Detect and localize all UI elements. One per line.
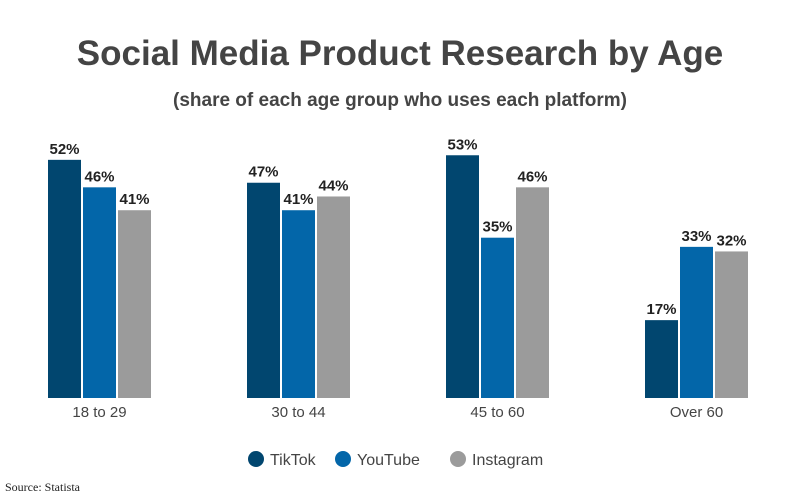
legend-marker-tiktok xyxy=(248,451,264,467)
data-label: 52% xyxy=(49,141,79,158)
data-label: 33% xyxy=(681,228,711,245)
bar-instagram xyxy=(715,251,748,398)
bar-tiktok xyxy=(446,155,479,398)
legend-marker-instagram xyxy=(450,451,466,467)
x-tick-label: 30 to 44 xyxy=(271,404,325,421)
data-label: 47% xyxy=(248,164,278,181)
legend-label: Instagram xyxy=(472,452,543,469)
bar-youtube xyxy=(680,246,713,398)
data-label: 17% xyxy=(646,301,676,318)
chart-title: Social Media Product Research by Age xyxy=(76,34,724,73)
data-label: 53% xyxy=(447,136,477,153)
legend-label: TikTok xyxy=(270,452,317,469)
bar-tiktok xyxy=(645,320,678,398)
data-label: 44% xyxy=(318,177,348,194)
legend-label: YouTube xyxy=(357,452,420,469)
data-label: 46% xyxy=(517,168,547,185)
data-label: 41% xyxy=(283,191,313,208)
data-label: 32% xyxy=(716,232,746,249)
source-note: Source: Statista xyxy=(5,480,80,494)
bar-tiktok xyxy=(48,159,81,398)
x-tick-label: 18 to 29 xyxy=(72,404,126,421)
x-tick-label: Over 60 xyxy=(670,404,723,421)
bar-instagram xyxy=(516,187,549,398)
data-label: 35% xyxy=(482,219,512,236)
bar-youtube xyxy=(282,210,315,398)
legend-marker-youtube xyxy=(335,451,351,467)
x-tick-label: 45 to 60 xyxy=(470,404,524,421)
bar-tiktok xyxy=(247,182,280,398)
bar-youtube xyxy=(481,237,514,398)
bar-instagram xyxy=(118,210,151,398)
chart-subtitle: (share of each age group who uses each p… xyxy=(173,90,627,111)
bar-youtube xyxy=(83,187,116,398)
data-label: 46% xyxy=(84,168,114,185)
bar-instagram xyxy=(317,196,350,398)
data-label: 41% xyxy=(119,191,149,208)
